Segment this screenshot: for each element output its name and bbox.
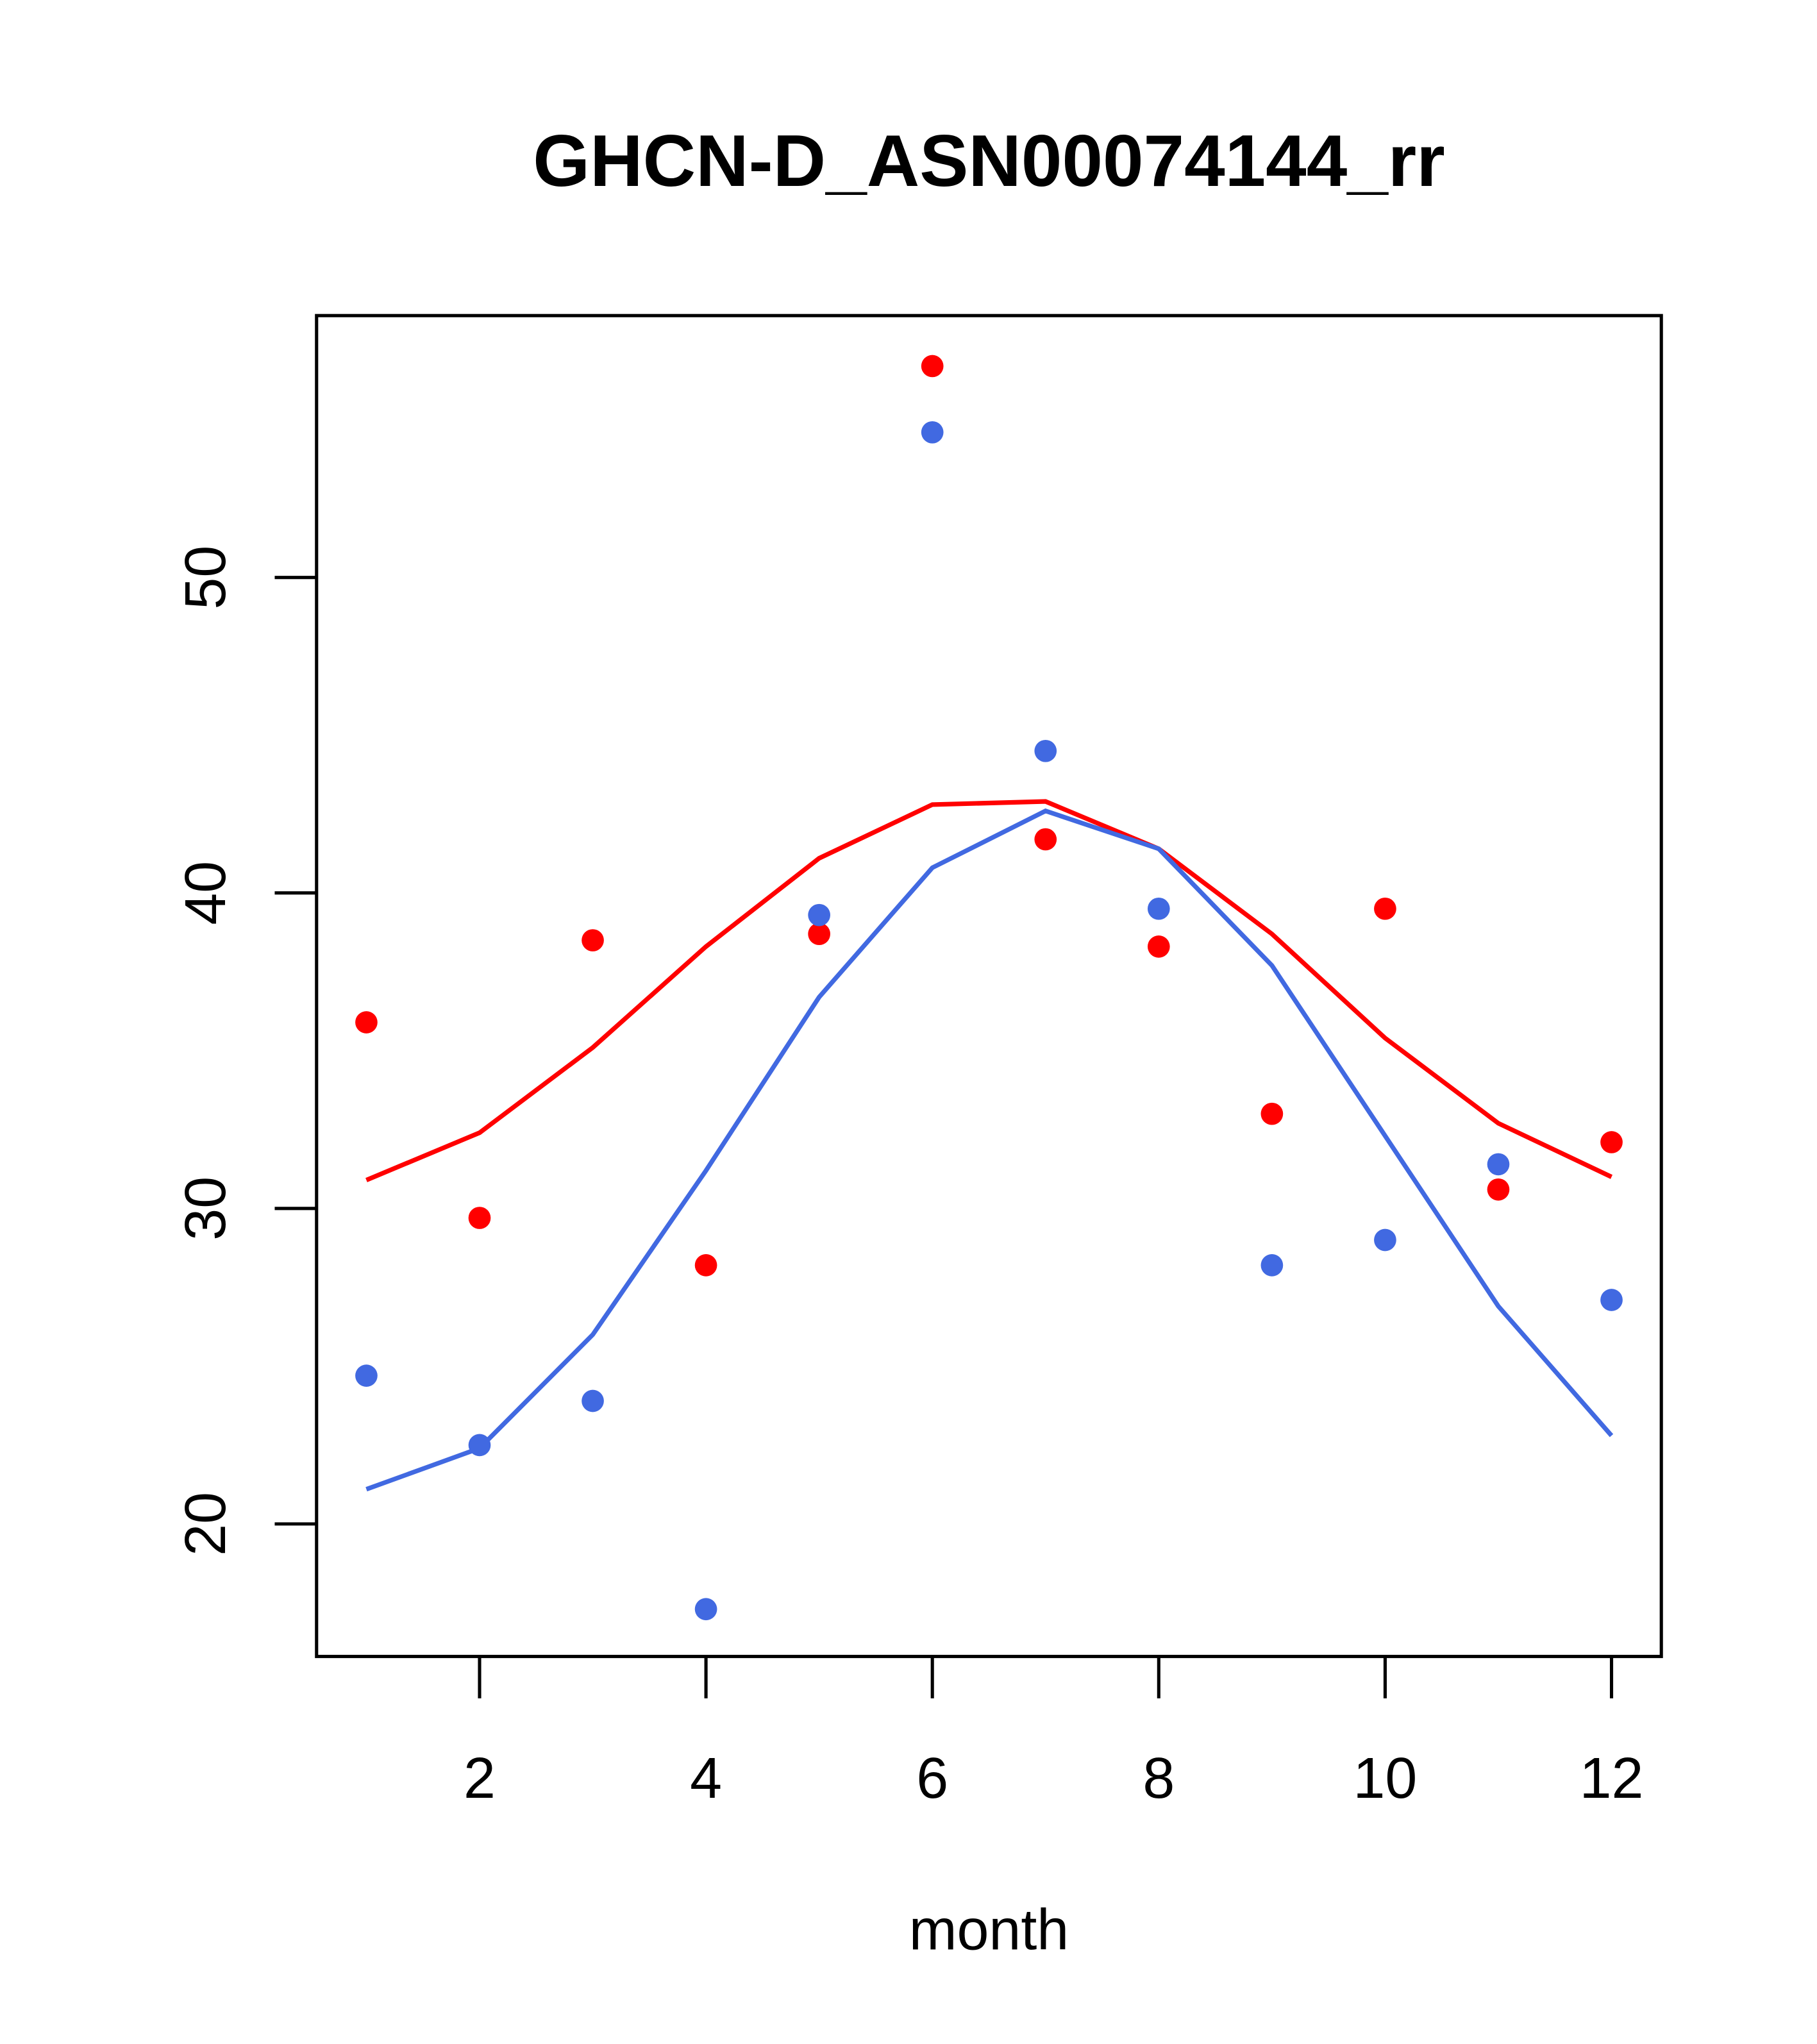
blue-point	[355, 1364, 378, 1387]
x-tick-label: 4	[690, 1747, 722, 1811]
x-axis: 2 4 6 8 10 12	[464, 1656, 1644, 1811]
y-tick-label: 20	[174, 1492, 238, 1556]
blue-point	[468, 1434, 491, 1457]
red-line	[365, 799, 1613, 1182]
blue-point	[1147, 897, 1170, 920]
red-point	[921, 355, 944, 378]
red-point	[808, 923, 830, 946]
red-point	[1147, 935, 1170, 958]
x-axis-label: month	[909, 1898, 1069, 1963]
y-tick-label: 40	[174, 861, 238, 925]
blue-point	[694, 1598, 717, 1621]
chart-title: GHCN-D_ASN00074144_rr	[533, 121, 1445, 202]
red-point	[1600, 1131, 1623, 1153]
red-point	[355, 1011, 378, 1034]
y-tick-label: 30	[174, 1177, 238, 1241]
x-tick-label: 10	[1353, 1747, 1417, 1811]
red-point	[468, 1207, 491, 1229]
red-point	[1374, 897, 1396, 920]
blue-point	[921, 421, 944, 444]
blue-point	[808, 903, 830, 926]
plot-frame	[315, 314, 1663, 1659]
red-point	[1487, 1178, 1510, 1201]
x-tick-label: 6	[916, 1747, 948, 1811]
x-tick-label: 8	[1143, 1747, 1175, 1811]
y-axis: 20 30 40 50	[174, 546, 317, 1556]
x-tick-label: 2	[464, 1747, 496, 1811]
red-point	[694, 1254, 717, 1277]
blue-point	[1034, 739, 1057, 762]
series-layer	[355, 355, 1623, 1621]
blue-point	[582, 1389, 604, 1412]
blue-point	[1600, 1289, 1623, 1311]
y-tick-label: 50	[174, 546, 238, 610]
x-tick-label: 12	[1580, 1747, 1644, 1811]
red-point	[1034, 828, 1057, 851]
red-point	[1260, 1102, 1284, 1125]
blue-line	[365, 808, 1614, 1492]
blue-point	[1374, 1228, 1396, 1252]
red-point	[582, 929, 604, 951]
blue-point	[1487, 1153, 1510, 1176]
blue-point	[1260, 1254, 1284, 1277]
